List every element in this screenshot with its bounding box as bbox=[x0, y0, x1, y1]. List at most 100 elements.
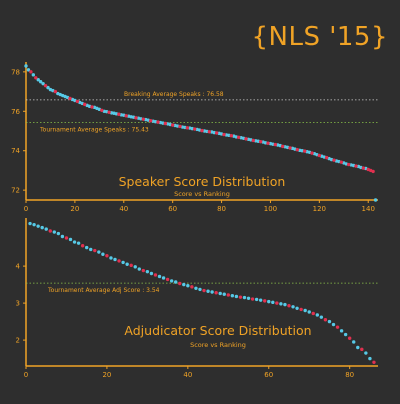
adjudicator-data-point bbox=[121, 260, 125, 265]
speaker-data-point bbox=[170, 123, 175, 127]
speaker-data-point bbox=[156, 120, 160, 124]
adjudicator-data-point bbox=[105, 254, 109, 258]
adjudicator-data-point bbox=[153, 273, 158, 277]
speaker-data-point bbox=[266, 141, 270, 145]
adjudicator-data-point bbox=[230, 294, 235, 298]
adjudicator-data-point bbox=[206, 289, 210, 293]
adjudicator-chart-subtitle: Score vs Ranking bbox=[190, 341, 246, 349]
adjudicator-data-point bbox=[319, 315, 324, 319]
adjudicator-data-point bbox=[347, 336, 352, 340]
speaker-reference-label: Breaking Average Speaks : 76.58 bbox=[124, 91, 224, 98]
adjudicator-data-point bbox=[331, 322, 336, 327]
adjudicator-data-point bbox=[186, 284, 190, 288]
adjudicator-data-point bbox=[89, 247, 93, 252]
adjudicator-data-point bbox=[360, 347, 364, 352]
adjudicator-data-point bbox=[327, 319, 332, 324]
adjudicator-data-point bbox=[242, 295, 247, 300]
adjudicator-data-point bbox=[246, 296, 251, 300]
speaker-data-point bbox=[117, 112, 121, 116]
speaker-data-point bbox=[371, 169, 375, 174]
adjudicator-data-point bbox=[97, 250, 101, 254]
adjudicator-x-tick-label: 40 bbox=[183, 371, 192, 379]
adjudicator-data-point bbox=[93, 248, 97, 253]
adjudicator-reference-label: Tournament Average Adj Score : 3.54 bbox=[47, 287, 160, 294]
speaker-data-point bbox=[24, 64, 28, 68]
adjudicator-data-point bbox=[275, 301, 279, 305]
speaker-x-tick-label: 140 bbox=[362, 205, 375, 213]
adjudicator-data-point bbox=[174, 280, 178, 284]
speaker-x-tick-label: 20 bbox=[70, 205, 79, 213]
speaker-data-point bbox=[280, 144, 285, 149]
speaker-data-point bbox=[273, 142, 278, 147]
adjudicator-data-point bbox=[307, 310, 311, 314]
speaker-reference-label: Tournament Average Speaks : 75.43 bbox=[39, 127, 149, 134]
adjudicator-x-tick-label: 20 bbox=[102, 371, 111, 379]
adjudicator-data-point bbox=[343, 332, 348, 337]
speaker-data-point bbox=[26, 68, 31, 72]
adjudicator-data-point bbox=[32, 222, 36, 227]
adjudicator-data-point bbox=[364, 351, 368, 355]
adjudicator-data-point bbox=[339, 329, 344, 333]
brand-title: {NLS '15} bbox=[251, 22, 388, 52]
adjudicator-data-point bbox=[129, 263, 133, 268]
speaker-data-point bbox=[107, 110, 111, 114]
adjudicator-x-tick-label: 0 bbox=[24, 371, 28, 379]
speaker-x-tick-label: 80 bbox=[217, 205, 226, 213]
speaker-data-point bbox=[200, 128, 204, 133]
adjudicator-data-point bbox=[291, 305, 295, 309]
adjudicator-data-point bbox=[283, 302, 287, 307]
adjudicator-data-point bbox=[169, 279, 174, 283]
speaker-data-point bbox=[29, 70, 33, 74]
adjudicator-data-point bbox=[161, 276, 166, 280]
adjudicator-data-point bbox=[141, 268, 146, 273]
adjudicator-data-point bbox=[303, 308, 307, 313]
speaker-data-point bbox=[339, 160, 344, 164]
speaker-data-point bbox=[178, 124, 182, 129]
speaker-x-tick-label: 60 bbox=[168, 205, 177, 213]
adjudicator-data-point bbox=[72, 240, 77, 244]
adjudicator-data-point bbox=[311, 311, 315, 316]
adjudicator-data-point bbox=[109, 256, 113, 260]
speaker-data-point bbox=[185, 126, 190, 130]
adjudicator-data-point bbox=[271, 300, 275, 305]
adjudicator-data-point bbox=[165, 277, 170, 282]
adjudicator-data-point bbox=[76, 241, 81, 245]
adjudicator-data-point bbox=[52, 230, 57, 234]
adjudicator-data-point bbox=[80, 244, 85, 248]
speaker-data-point bbox=[34, 76, 38, 80]
speaker-data-point bbox=[229, 134, 234, 138]
adjudicator-data-point bbox=[299, 307, 303, 312]
speaker-data-point bbox=[41, 81, 45, 86]
adjudicator-data-point bbox=[56, 231, 61, 236]
speaker-data-point bbox=[46, 85, 50, 90]
adjudicator-x-tick-label: 60 bbox=[264, 371, 273, 379]
speaker-data-point bbox=[332, 158, 336, 162]
adjudicator-data-point bbox=[101, 252, 105, 256]
adjudicator-data-point bbox=[117, 259, 121, 263]
speaker-data-point bbox=[141, 117, 146, 121]
speaker-data-point bbox=[100, 108, 104, 113]
adjudicator-data-point bbox=[234, 294, 239, 299]
adjudicator-y-tick-label: 2 bbox=[16, 337, 20, 345]
speaker-chart-title: Speaker Score Distribution bbox=[119, 174, 286, 189]
speaker-data-point bbox=[324, 155, 329, 160]
speaker-data-point bbox=[317, 153, 322, 158]
adjudicator-data-point bbox=[60, 234, 65, 239]
adjudicator-data-point bbox=[40, 225, 44, 230]
speaker-data-point bbox=[75, 99, 80, 104]
adjudicator-data-point bbox=[210, 290, 214, 294]
speaker-data-point bbox=[373, 198, 378, 202]
speaker-x-tick-label: 120 bbox=[313, 205, 326, 213]
adjudicator-data-point bbox=[372, 360, 376, 364]
speaker-data-point bbox=[124, 114, 128, 118]
speaker-data-point bbox=[214, 131, 219, 135]
adjudicator-data-point bbox=[190, 285, 194, 289]
adjudicator-data-point bbox=[84, 245, 89, 250]
adjudicator-data-point bbox=[149, 271, 154, 276]
adjudicator-data-point bbox=[226, 293, 230, 297]
adjudicator-data-point bbox=[125, 262, 129, 266]
speaker-data-point bbox=[236, 135, 241, 140]
speaker-data-point bbox=[207, 130, 212, 134]
adjudicator-data-point bbox=[352, 340, 356, 344]
